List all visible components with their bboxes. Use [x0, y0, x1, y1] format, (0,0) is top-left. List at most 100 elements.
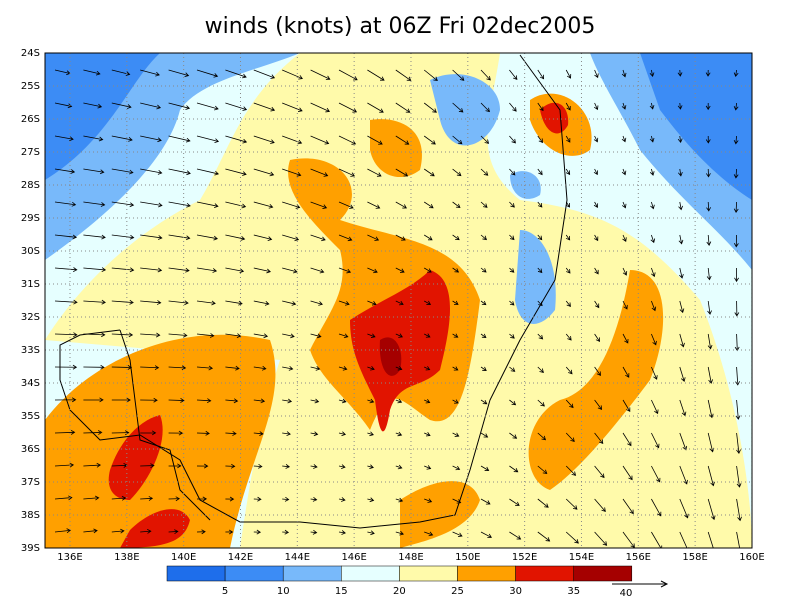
wind-arrow [338, 464, 346, 469]
wind-arrow [537, 399, 545, 407]
wind-arrow [310, 69, 331, 81]
wind-arrow [594, 234, 599, 242]
wind-arrow [83, 528, 98, 534]
wind-arrow [733, 201, 739, 214]
wind-arrow [452, 465, 461, 471]
wind-arrow [424, 333, 431, 338]
wind-arrow [54, 299, 78, 305]
wind-arrow [423, 135, 436, 145]
wind-arrow [196, 201, 219, 209]
wind-arrow [196, 365, 214, 371]
wind-arrow [196, 300, 216, 306]
wind-arrow [111, 234, 135, 240]
wind-arrow [140, 267, 163, 273]
wind-arrow [480, 531, 493, 539]
wind-arrow [83, 234, 106, 240]
wind-arrow [338, 234, 353, 242]
wind-arrow [395, 431, 403, 437]
wind-arrow [423, 102, 437, 113]
wind-arrow [225, 102, 248, 111]
wind-arrow [310, 201, 328, 209]
lat-label: 32S [21, 312, 40, 323]
wind-arrow [54, 267, 78, 272]
wind-arrow [111, 430, 130, 436]
wind-arrow [310, 234, 326, 242]
wind-arrow [452, 102, 464, 113]
wind-arrow [679, 333, 685, 348]
lon-label: 140E [171, 552, 196, 563]
wind-arrow [111, 397, 131, 403]
wind-arrow [168, 430, 184, 436]
wind-arrow [651, 366, 658, 380]
wind-arrow [424, 366, 431, 371]
lon-label: 142E [228, 552, 253, 563]
wind-arrow [83, 364, 105, 370]
wind-arrow [225, 267, 245, 274]
wind-arrow [253, 201, 274, 209]
wind-arrow [367, 267, 378, 274]
wind-arrow [196, 398, 212, 404]
wind-arrow [310, 333, 322, 339]
lat-label: 36S [21, 444, 40, 455]
wind-arrow [509, 399, 517, 406]
wind-arrow [537, 102, 544, 112]
wind-arrow [282, 135, 303, 145]
wind-arrow [537, 234, 543, 241]
wind-arrow [253, 496, 262, 502]
wind-arrow [111, 299, 134, 305]
wind-arrow [310, 135, 330, 145]
wind-arrow [54, 135, 74, 142]
wind-arrow [83, 69, 101, 76]
wind-arrow [480, 366, 487, 372]
wind-arrow [537, 135, 543, 144]
wind-arrow [54, 397, 77, 403]
wind-arrow [54, 201, 77, 207]
wind-arrow [168, 267, 190, 273]
wind-arrow [196, 430, 210, 436]
wind-arrow [509, 234, 515, 241]
wind-arrow [537, 69, 545, 80]
wind-arrow [367, 300, 377, 306]
colorbar-label: 10 [277, 586, 290, 597]
lat-label: 34S [21, 378, 40, 389]
wind-arrow [622, 399, 631, 413]
wind-arrow [706, 201, 711, 212]
wind-arrow [622, 234, 627, 243]
wind-arrow [83, 299, 106, 305]
wind-arrow [707, 366, 714, 384]
wind-arrow [225, 201, 247, 209]
wind-arrow [111, 201, 135, 208]
wind-arrow [395, 267, 405, 273]
wind-arrow [594, 300, 600, 309]
colorbar-label: 5 [222, 586, 228, 597]
wind-arrow [594, 531, 608, 546]
wind-arrow [424, 399, 431, 404]
wind-arrow [310, 267, 325, 274]
wind-arrow [310, 300, 323, 306]
wind-arrow [367, 168, 382, 177]
wind-arrow [338, 102, 358, 113]
lon-label: 150E [455, 552, 480, 563]
lat-label: 25S [21, 81, 40, 92]
wind-arrow [395, 300, 404, 306]
wind-arrow [54, 528, 72, 534]
wind-arrow [594, 432, 604, 445]
wind-arrow [480, 201, 488, 208]
wind-arrow [168, 69, 190, 78]
wind-arrow [622, 498, 634, 515]
colorbar-bin [573, 565, 633, 582]
wind-arrow [367, 464, 374, 470]
wind-arrow [424, 300, 432, 305]
wind-arrow [253, 102, 276, 112]
wind-arrow [395, 201, 407, 209]
title: winds (knots) at 06Z Fri 02dec2005 [205, 14, 596, 39]
wind-arrow [622, 432, 632, 447]
wind-arrow [650, 201, 655, 210]
wind-arrow [480, 333, 487, 338]
wind-arrow [565, 333, 572, 341]
wind-arrow [168, 234, 191, 241]
wind-arrow [140, 201, 163, 208]
wind-arrow [111, 267, 135, 273]
wind-arrow [338, 300, 350, 306]
wind-arrow [452, 267, 460, 273]
